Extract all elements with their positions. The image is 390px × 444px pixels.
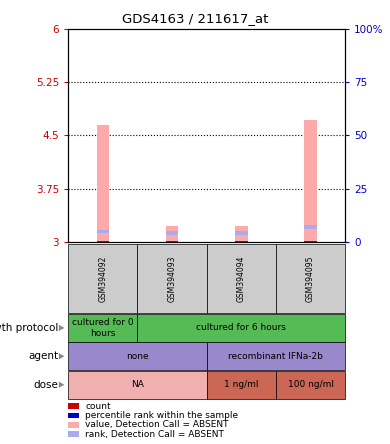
Bar [304, 225, 317, 229]
Text: rank, Detection Call = ABSENT: rank, Detection Call = ABSENT [85, 430, 224, 439]
Text: dose: dose [34, 380, 58, 390]
Text: GSM394094: GSM394094 [237, 255, 246, 302]
Text: GSM394095: GSM394095 [306, 255, 315, 302]
Bar [166, 241, 178, 243]
Text: 100 ng/ml: 100 ng/ml [287, 380, 333, 389]
Text: growth protocol: growth protocol [0, 323, 58, 333]
Bar [235, 226, 248, 242]
Bar [235, 231, 248, 235]
Text: GSM394092: GSM394092 [98, 255, 107, 302]
Text: value, Detection Call = ABSENT: value, Detection Call = ABSENT [85, 420, 229, 429]
Bar [166, 226, 178, 242]
Text: NA: NA [131, 380, 144, 389]
Text: none: none [126, 352, 149, 361]
Bar [304, 120, 317, 242]
Bar [97, 125, 109, 242]
Bar [304, 241, 317, 243]
Text: 1 ng/ml: 1 ng/ml [224, 380, 259, 389]
Text: percentile rank within the sample: percentile rank within the sample [85, 411, 238, 420]
Bar [166, 231, 178, 235]
Text: count: count [85, 402, 111, 411]
Text: cultured for 0
hours: cultured for 0 hours [72, 318, 134, 337]
Text: GSM394093: GSM394093 [168, 255, 177, 302]
Bar [97, 230, 109, 234]
Text: agent: agent [28, 351, 58, 361]
Text: cultured for 6 hours: cultured for 6 hours [197, 323, 286, 333]
Bar [235, 241, 248, 243]
Text: recombinant IFNa-2b: recombinant IFNa-2b [229, 352, 323, 361]
Text: GDS4163 / 211617_at: GDS4163 / 211617_at [122, 12, 268, 25]
Bar [97, 241, 109, 243]
